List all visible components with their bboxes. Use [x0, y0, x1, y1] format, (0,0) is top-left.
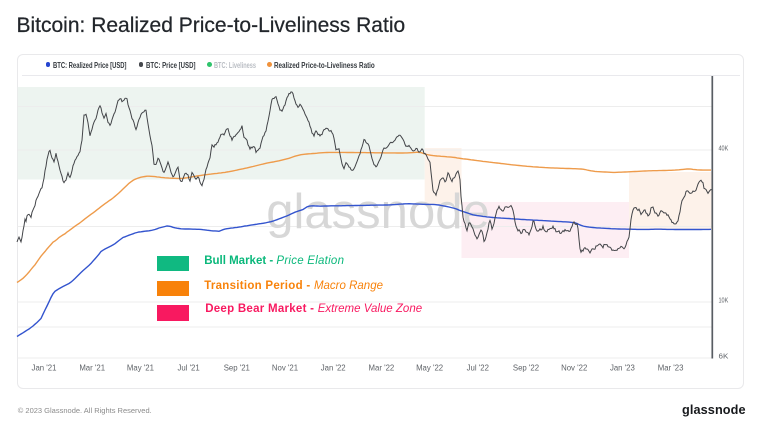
- svg-text:Jul '22: Jul '22: [467, 364, 489, 373]
- svg-text:Sep '22: Sep '22: [513, 364, 539, 373]
- svg-text:Jan '23: Jan '23: [610, 364, 635, 373]
- svg-text:Mar '22: Mar '22: [369, 364, 395, 373]
- svg-text:Nov '21: Nov '21: [272, 364, 298, 373]
- svg-text:Nov '22: Nov '22: [561, 364, 587, 373]
- svg-text:6K: 6K: [719, 354, 729, 361]
- svg-text:Mar '21: Mar '21: [79, 364, 105, 373]
- svg-text:40K: 40K: [719, 146, 729, 153]
- svg-text:Jan '22: Jan '22: [321, 364, 346, 373]
- svg-text:Sep '21: Sep '21: [224, 364, 250, 373]
- svg-text:10K: 10K: [719, 298, 729, 305]
- svg-text:Jan '21: Jan '21: [32, 364, 57, 373]
- svg-text:glassnode: glassnode: [266, 185, 489, 239]
- svg-text:May '22: May '22: [416, 364, 443, 373]
- svg-text:Mar '23: Mar '23: [658, 364, 684, 373]
- svg-text:Jul '21: Jul '21: [177, 364, 199, 373]
- svg-text:May '21: May '21: [127, 364, 154, 373]
